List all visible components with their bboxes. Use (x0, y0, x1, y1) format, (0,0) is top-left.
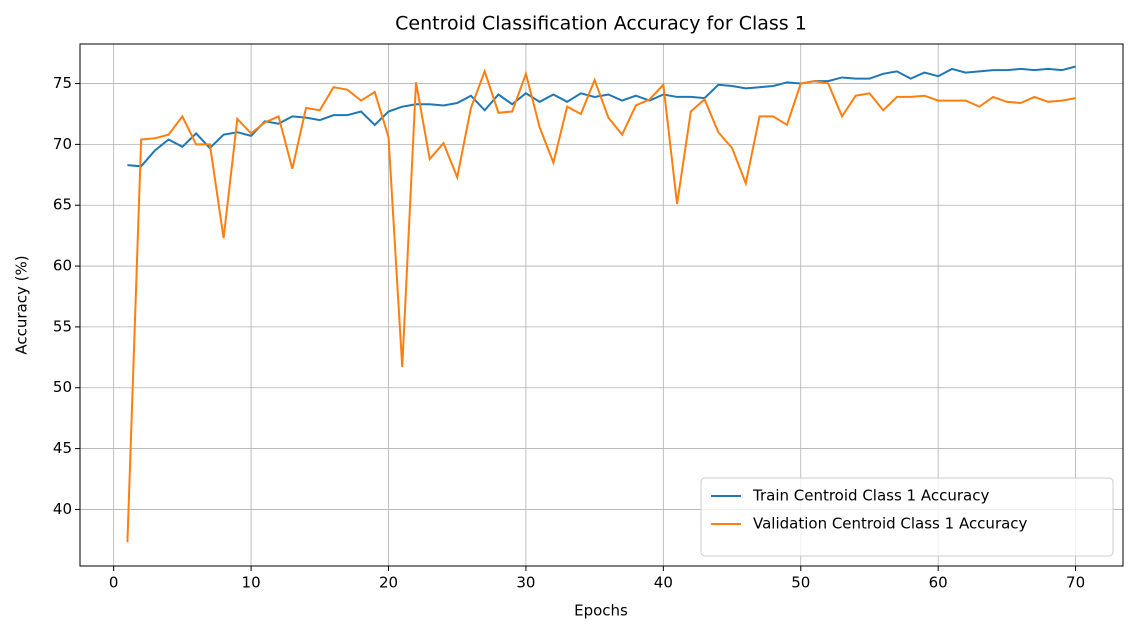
y-tick-label: 75 (53, 74, 72, 92)
legend-label: Train Centroid Class 1 Accuracy (752, 487, 989, 505)
y-tick-label: 55 (53, 317, 72, 335)
plot-frame (79, 43, 1124, 567)
chart-title: Centroid Classification Accuracy for Cla… (395, 13, 807, 35)
x-tick-label: 50 (791, 574, 810, 592)
data-line (127, 65, 1076, 168)
x-tick-label: 70 (1066, 574, 1085, 592)
x-tick-label: 20 (379, 574, 398, 592)
legend-box (700, 477, 1114, 557)
y-axis-label: Accuracy (%) (13, 255, 31, 354)
y-tick-label: 70 (53, 135, 72, 153)
legend-label: Validation Centroid Class 1 Accuracy (753, 515, 1028, 533)
y-tick-label: 45 (53, 439, 72, 457)
y-tick-label: 65 (53, 196, 72, 214)
legend: Train Centroid Class 1 Accuracy Validatio… (700, 477, 1114, 557)
data-line (126, 68, 1076, 543)
x-tick-label: 40 (654, 574, 673, 592)
x-tick-label: 0 (109, 574, 119, 592)
x-tick-label: 30 (516, 574, 535, 592)
y-tick-label: 60 (53, 257, 72, 275)
x-tick-label: 10 (242, 574, 261, 592)
y-tick-label: 50 (53, 378, 72, 396)
x-axis-label: Epochs (574, 602, 628, 620)
x-tick-label: 60 (929, 574, 948, 592)
y-tick-label: 40 (53, 500, 72, 518)
